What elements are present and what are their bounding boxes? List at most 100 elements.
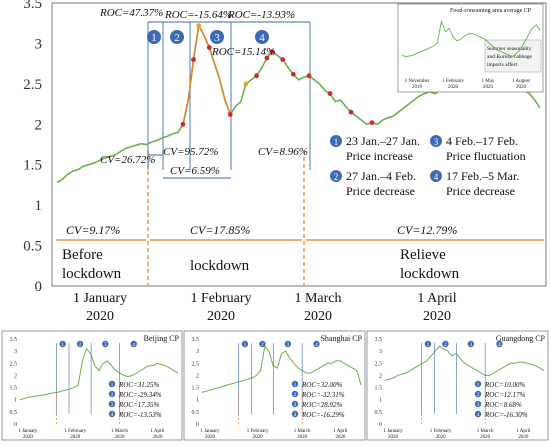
legend-description: Price decrease	[346, 184, 415, 198]
panel-roc-number: 1	[294, 383, 297, 388]
phase-marker-circle	[170, 30, 184, 44]
panel-frame	[183, 330, 366, 441]
main-series-point	[348, 109, 354, 115]
cv-phase-4: CV=8.96%	[258, 146, 308, 158]
main-series-point	[290, 71, 296, 77]
period-relieve-label: Relieve lockdown	[400, 247, 460, 282]
panel-phase-number: 3	[104, 343, 107, 348]
phase-legend: 1 23 Jan.–27 Jan.Price increase 2 27 Jan.–4…	[330, 134, 526, 198]
panel-phase-circle	[241, 340, 249, 348]
main-y-tick-label: 1.5	[23, 158, 42, 174]
panel-roc-number: 2	[477, 393, 480, 398]
panel-roc-marker	[474, 400, 482, 408]
main-y-axis: 0 0.5 1 1.5 2 2.5 3 3.5	[23, 0, 42, 295]
panel-roc-label: ROC=17.35%	[118, 401, 159, 409]
panel-phase-circle	[284, 340, 292, 348]
panel-phase-circle	[76, 340, 84, 348]
panel-roc-marker	[291, 380, 299, 388]
panel-roc-marker	[474, 380, 482, 388]
legend-number-circle	[430, 170, 442, 182]
panel-roc-number: 2	[111, 393, 114, 398]
panel-phase-number: 3	[470, 343, 473, 348]
panel-x-tick-label: 1 April	[333, 429, 348, 434]
inset-x-tick-label: 1 February	[442, 79, 464, 84]
panel-x-tick-year: 2020	[253, 435, 264, 440]
inset-x-tick-label: 1 August	[512, 79, 531, 84]
legend-date-range: 27 Jan.–4 Feb.	[346, 169, 416, 183]
legend-number: 2	[334, 172, 339, 182]
legend-number: 4	[434, 172, 439, 182]
panel-beijing: Beijing CP 0 0.5 1 1.5 2 2.5 3 3.5 1 2 3 4 1 ROC=31.25…	[1, 330, 183, 441]
panel-roc-label: ROC=-16.30%	[484, 411, 528, 419]
panel-roc-label: ROC=32.00%	[301, 381, 342, 389]
main-series-point	[369, 120, 375, 126]
panel-x-tick-label: 1 January	[18, 429, 38, 434]
cv-period-3: CV=12.79%	[397, 223, 457, 237]
main-series-point	[243, 81, 249, 87]
main-x-tick-year: 2020	[304, 309, 332, 324]
inset-title: Food-consuming area average CP	[450, 8, 532, 14]
panel-y-tick-label: 1	[14, 398, 17, 404]
panel-roc-marker	[474, 390, 482, 398]
period-before-line2: lockdown	[62, 266, 122, 282]
main-series-point	[269, 49, 275, 54]
panel-series-line	[201, 345, 362, 393]
legend-number-circle	[330, 135, 342, 147]
cv-period-2: CV=17.85%	[190, 223, 250, 237]
panel-phase-circle	[496, 340, 503, 348]
panel-roc-label: ROC=-16.29%	[301, 411, 345, 419]
panel-y-tick-label: 2.5	[375, 361, 383, 367]
roc-label-1: ROC=47.37%	[99, 7, 163, 19]
panel-title: Shanghai CP	[320, 334, 362, 343]
phase-marker-circle	[147, 30, 161, 44]
panel-y-tick-label: 3.5	[192, 337, 200, 343]
panel-y-tick-label: 2	[196, 373, 199, 379]
panel-roc-marker	[108, 390, 116, 398]
panel-y-tick-label: 2	[14, 373, 17, 379]
main-x-axis: 1 January 2020 1 February 2020 1 March 2020 1 …	[73, 291, 457, 324]
inset-note-line1: Summer seasonality	[487, 46, 532, 52]
main-y-tick-label: 3.5	[23, 0, 42, 12]
panel-x-tick-label: 1 March	[477, 429, 494, 434]
panel-phase-number: 1	[427, 343, 430, 348]
panel-phase-number: 2	[261, 343, 264, 348]
panel-phase-number: 2	[444, 343, 447, 348]
panel-phase-circle	[442, 340, 449, 348]
inset-x-tick-year: 2020	[483, 85, 494, 90]
panel-y-tick-label: 1	[379, 398, 382, 404]
panel-y-tick-label: 3.5	[10, 337, 18, 343]
main-y-tick-label: 3	[35, 36, 43, 52]
main-y-tick-label: 1	[35, 198, 43, 214]
panel-phase-number: 1	[244, 343, 247, 348]
panel-x-tick-year: 2020	[297, 435, 308, 440]
panel-x-tick-label: 1 January	[200, 429, 220, 434]
panel-roc-label: ROC=31.25%	[118, 381, 159, 389]
panel-roc-marker	[291, 400, 299, 408]
phase-marker-number: 1	[151, 32, 157, 44]
panel-x-tick-year: 2020	[436, 435, 447, 440]
panel-x-tick-label: 1 March	[294, 429, 311, 434]
panel-x-tick-label: 1 March	[111, 429, 128, 434]
panel-phase-number: 3	[287, 343, 290, 348]
panel-y-tick-label: 2.5	[192, 361, 200, 367]
legend-number: 1	[334, 137, 339, 147]
panel-roc-label: ROC=12.17%	[484, 391, 525, 399]
phase-marker-number: 2	[174, 32, 180, 44]
panel-y-tick-label: 1.5	[375, 386, 383, 392]
panel-phase-circle	[59, 340, 66, 348]
legend-description: Price decrease	[446, 184, 515, 198]
panel-x-tick-year: 2020	[480, 435, 491, 440]
panel-x-tick-year: 2020	[70, 435, 81, 440]
inset-x-tick-label: 1 November	[405, 79, 430, 84]
panel-x-tick-label: 1 April	[516, 429, 531, 434]
panel-phase-circle	[130, 340, 137, 348]
panel-y-tick-label: 0.5	[192, 410, 200, 416]
period-before-line1: Before	[62, 247, 103, 263]
panel-x-tick-year: 2020	[152, 435, 163, 440]
panel-roc-label: ROC=-32.31%	[301, 391, 345, 399]
cv-phase-2: CV=95.72%	[163, 146, 218, 158]
phase-marker-circle	[210, 30, 224, 44]
main-x-tick-label: 1 March	[294, 291, 341, 306]
